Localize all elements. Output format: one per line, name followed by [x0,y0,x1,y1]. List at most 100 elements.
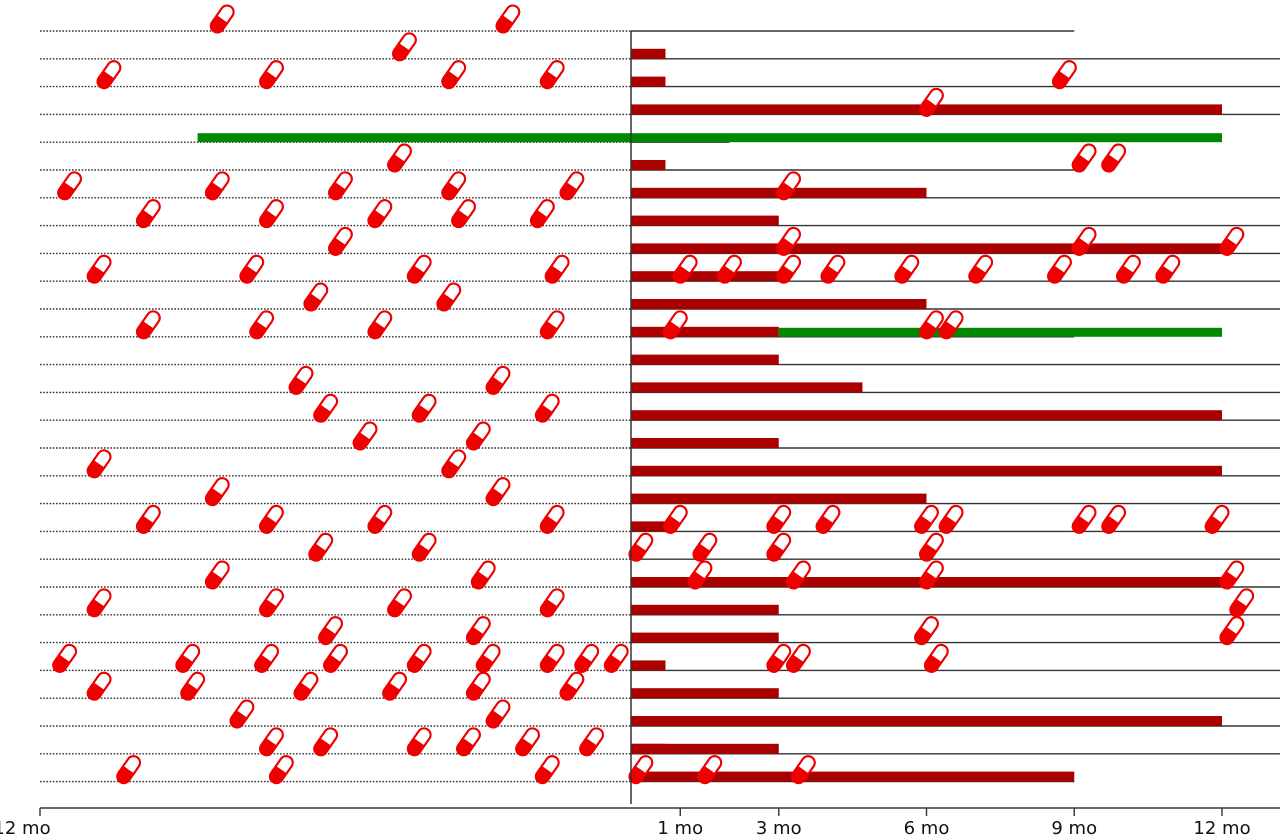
pill-icon [532,391,563,426]
prescription-bar [631,688,779,699]
timeline-row [40,160,1075,171]
timeline-row [40,382,1280,394]
prescription-bar [631,493,927,504]
pill-icon [773,252,804,287]
x-axis: 12 mo 1 mo 3 mo 6 mo 9 mo 12 mo [0,807,1280,839]
x-tick-label: 12 mo [0,818,51,839]
prescription-bar [631,743,779,754]
pill-icon [911,502,942,537]
pill-icon [384,585,415,620]
pill-icon [364,307,395,342]
pill-icon [133,196,164,231]
pill-icon [1226,585,1257,620]
pill-icon [84,669,115,704]
pill-icon [483,696,513,732]
prescription-bar [631,660,666,671]
bars-layer [40,30,1280,783]
pill-icon [286,363,316,398]
pill-icon [571,641,602,676]
pill-icon [236,252,267,287]
pill-icon [256,585,287,620]
prescription-bar [631,521,666,532]
pill-icon [49,641,80,676]
pill-icon [207,1,238,37]
pill-icon [473,641,504,676]
pill-icon [936,502,967,537]
pill-icon [576,724,607,759]
pill-icon [438,446,469,481]
prescription-bar [631,410,1222,421]
pill-icon [177,669,208,704]
timeline-row [40,326,1222,338]
pill-icon [911,613,942,648]
pill-icon [256,196,287,231]
pill-icon [660,502,691,537]
timeline-row [40,271,1280,282]
prescription-bar [631,716,1222,726]
pill-icon [921,641,952,676]
pill-icon [84,252,115,287]
pill-icon [433,279,464,315]
pill-icon [453,724,484,759]
prescription-bar [631,465,1222,476]
pill-icon [483,474,513,509]
pill-icon [463,613,494,648]
pill-icon [409,391,440,426]
timeline-row [40,104,1280,116]
pill-icon [315,613,346,648]
pill-icon [325,224,356,259]
pill-icon [202,168,233,203]
pill-icon [133,502,164,537]
prescription-bar [631,76,666,87]
pill-icon [463,418,494,454]
pill-icon [202,474,233,509]
pill-icon [251,641,282,676]
timeline-row [40,215,1280,227]
x-tick-label: 9 mo [1051,818,1097,839]
pill-icon [246,307,277,342]
pill-icon [1049,57,1080,92]
pill-icon [537,502,568,537]
timeline-row [40,660,1280,672]
pill-icon [463,669,494,704]
timeline-row [40,716,1280,727]
timeline-row [40,465,1280,477]
pill-icon [556,168,587,203]
pill-icon [350,418,380,454]
timeline-row [40,133,1223,143]
prescription-bar [631,326,779,337]
timeline-row [40,743,1280,755]
pill-icon [256,502,287,537]
timeline-row [40,243,1280,255]
pill-icon [891,252,922,287]
pill-icon [601,641,632,676]
prescription-bar [631,243,1222,254]
prescription-bar [631,438,779,448]
pill-icon [133,307,164,342]
pill-icon [438,168,469,203]
pill-icon [364,196,395,231]
pill-icon [226,696,257,732]
pill-icon [763,502,794,537]
treatment-bar-green [197,133,1223,143]
pill-icon [537,57,568,92]
pill-icon [1216,224,1247,259]
prescription-bar [631,632,779,643]
pill-icon [364,502,395,537]
pill-icon [817,252,848,287]
pill-icon [468,557,499,593]
timeline-row [40,577,1280,588]
timeline-row [40,771,1075,783]
prescription-bar [631,215,779,226]
pill-icon [84,446,115,481]
timeline-row [40,48,1280,60]
x-tick-label: 3 mo [756,818,802,839]
prescription-bar [631,160,666,170]
x-tick-label: 12 mo [1193,818,1250,839]
pill-icon [448,196,479,231]
prescription-bar [631,299,927,309]
pill-icon [172,641,203,676]
pill-icon [1202,502,1233,537]
pill-icon [384,140,415,176]
